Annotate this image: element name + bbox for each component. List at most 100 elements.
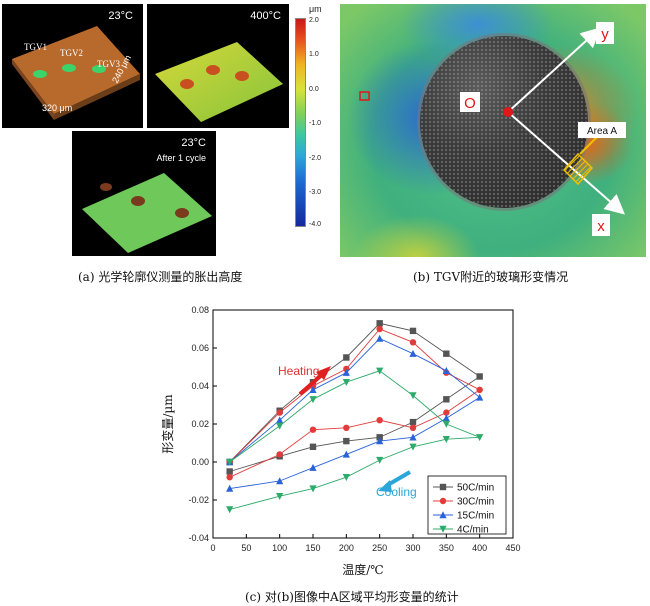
- tgv-hole: [62, 64, 76, 72]
- series-line-15c-min: [229, 337, 481, 490]
- x-label: x: [597, 218, 605, 235]
- data-point-30c-min: [443, 409, 450, 416]
- colorbar-tick: -2.0: [309, 155, 322, 162]
- tgv-hole: [92, 65, 106, 73]
- deformation-chart: 0 50 100 150 200 250 300 350 400 450 -0.04 -0.02 0.…: [160, 305, 521, 577]
- sample-plate-after-cycle: [82, 173, 212, 253]
- legend-label-50c-min: 50C/min: [457, 483, 494, 494]
- data-point-50c-min: [376, 320, 383, 327]
- temp-label: 23°C: [108, 10, 133, 22]
- x-axis-arrow: [507, 111, 626, 215]
- legend-marker-30c-min: [439, 497, 447, 505]
- data-point-30c-min: [226, 474, 233, 481]
- cooling-arrow-head: [378, 480, 392, 492]
- data-point-4c-min: [309, 396, 317, 404]
- colorbar-unit: μm: [309, 4, 322, 14]
- data-point-50c-min: [226, 468, 233, 475]
- heating-arrow-head: [316, 366, 331, 380]
- profilometer-image-23c: 23°C TGV1 TGV2 TGV3 320 μm 240 μm: [2, 4, 143, 128]
- y-ticks: -0.04 -0.02 0.00 0.02 0.04 0.06 0.08: [188, 305, 217, 543]
- legend-marker-50c-min: [439, 483, 447, 491]
- data-point-50c-min: [376, 434, 383, 441]
- data-point-15c-min: [409, 349, 417, 357]
- x-ticks: 0 50 100 150 200 250 300 350 400 450: [210, 534, 521, 553]
- y-tick-label: 0.02: [191, 419, 209, 429]
- colorbar-tick: -3.0: [309, 189, 322, 196]
- data-point-4c-min: [342, 474, 350, 481]
- data-point-4c-min: [376, 367, 384, 375]
- data-point-30c-min: [376, 417, 383, 424]
- tgv1-label: TGV1: [24, 42, 47, 52]
- y-tick-label: -0.04: [188, 533, 209, 543]
- colorbar-tick: -4.0: [309, 221, 322, 228]
- origin-label: O: [464, 95, 476, 112]
- data-point-50c-min: [343, 437, 350, 445]
- sample-plate-400c: [155, 42, 283, 122]
- data-point-4c-min: [476, 434, 484, 442]
- x-tick-label: 0: [210, 543, 215, 553]
- area-label-box: [578, 122, 626, 138]
- data-point-30c-min: [409, 339, 417, 346]
- data-point-15c-min: [476, 393, 484, 401]
- tgv2-label: TGV2: [60, 48, 83, 58]
- tgv3-label: TGV3: [97, 59, 120, 69]
- dic-deformation-map: O y x Area A: [340, 4, 646, 257]
- data-point-4c-min: [276, 422, 284, 430]
- data-point-15c-min: [276, 416, 284, 424]
- data-point-4c-min: [409, 392, 417, 400]
- y-axis-title: 形变量/µm: [160, 394, 175, 454]
- data-point-15c-min: [442, 367, 450, 374]
- x-tick-label: 350: [439, 543, 454, 553]
- data-point-4c-min: [309, 485, 317, 493]
- origin-label-box: [460, 92, 480, 112]
- y-label-box: [596, 22, 614, 44]
- legend-marker-4c-min: [439, 525, 447, 533]
- data-point-15c-min: [409, 433, 417, 441]
- y-tick-label: -0.02: [188, 495, 209, 505]
- data-point-15c-min: [309, 386, 317, 393]
- y-tick-label: 0.08: [191, 305, 209, 315]
- dim-x-label: 320 μm: [42, 103, 73, 113]
- data-point-4c-min: [276, 493, 284, 500]
- legend-marker-15c-min: [439, 511, 447, 519]
- tgv-bump: [206, 65, 220, 75]
- data-point-50c-min: [443, 350, 450, 357]
- data-point-4c-min: [442, 420, 450, 428]
- tgv-bump: [175, 208, 189, 218]
- data-point-15c-min: [376, 334, 384, 342]
- data-point-4c-min: [376, 456, 384, 464]
- cycle-note: After 1 cycle: [156, 153, 206, 163]
- data-point-15c-min: [342, 368, 350, 376]
- data-point-4c-min: [409, 443, 417, 451]
- data-point-15c-min: [342, 450, 350, 458]
- data-point-50c-min: [343, 354, 350, 361]
- x-tick-label: 150: [305, 543, 320, 553]
- x-tick-label: 50: [241, 543, 251, 553]
- tgv-bump: [131, 196, 145, 206]
- x-tick-label: 300: [405, 543, 420, 553]
- profilometer-image-after-cycle: 23°C After 1 cycle: [72, 131, 216, 256]
- y-axis-arrow: [507, 27, 601, 113]
- data-point-30c-min: [343, 424, 350, 431]
- tgv-hole: [33, 70, 47, 78]
- data-point-4c-min: [226, 458, 234, 466]
- data-point-15c-min: [309, 463, 317, 471]
- colorbar-tick: 2.0: [309, 17, 319, 24]
- tgv-bump: [235, 71, 249, 81]
- data-point-15c-min: [276, 477, 284, 485]
- data-point-4c-min: [226, 506, 234, 514]
- x-label-box: [592, 214, 610, 236]
- origin-dot: [503, 107, 513, 117]
- legend-label-30c-min: 30C/min: [457, 497, 494, 508]
- data-point-30c-min: [476, 386, 483, 393]
- data-point-50c-min: [309, 443, 317, 450]
- data-point-15c-min: [376, 437, 384, 445]
- x-tick-label: 250: [372, 543, 387, 553]
- x-tick-label: 400: [472, 543, 487, 553]
- data-point-4c-min: [342, 379, 350, 386]
- legend-label-15c-min: 15C/min: [457, 511, 494, 522]
- y-tick-label: 0.06: [191, 343, 209, 353]
- area-a-pointer: [579, 135, 599, 155]
- colorbar-tick: -1.0: [309, 120, 322, 127]
- data-point-30c-min: [276, 451, 283, 458]
